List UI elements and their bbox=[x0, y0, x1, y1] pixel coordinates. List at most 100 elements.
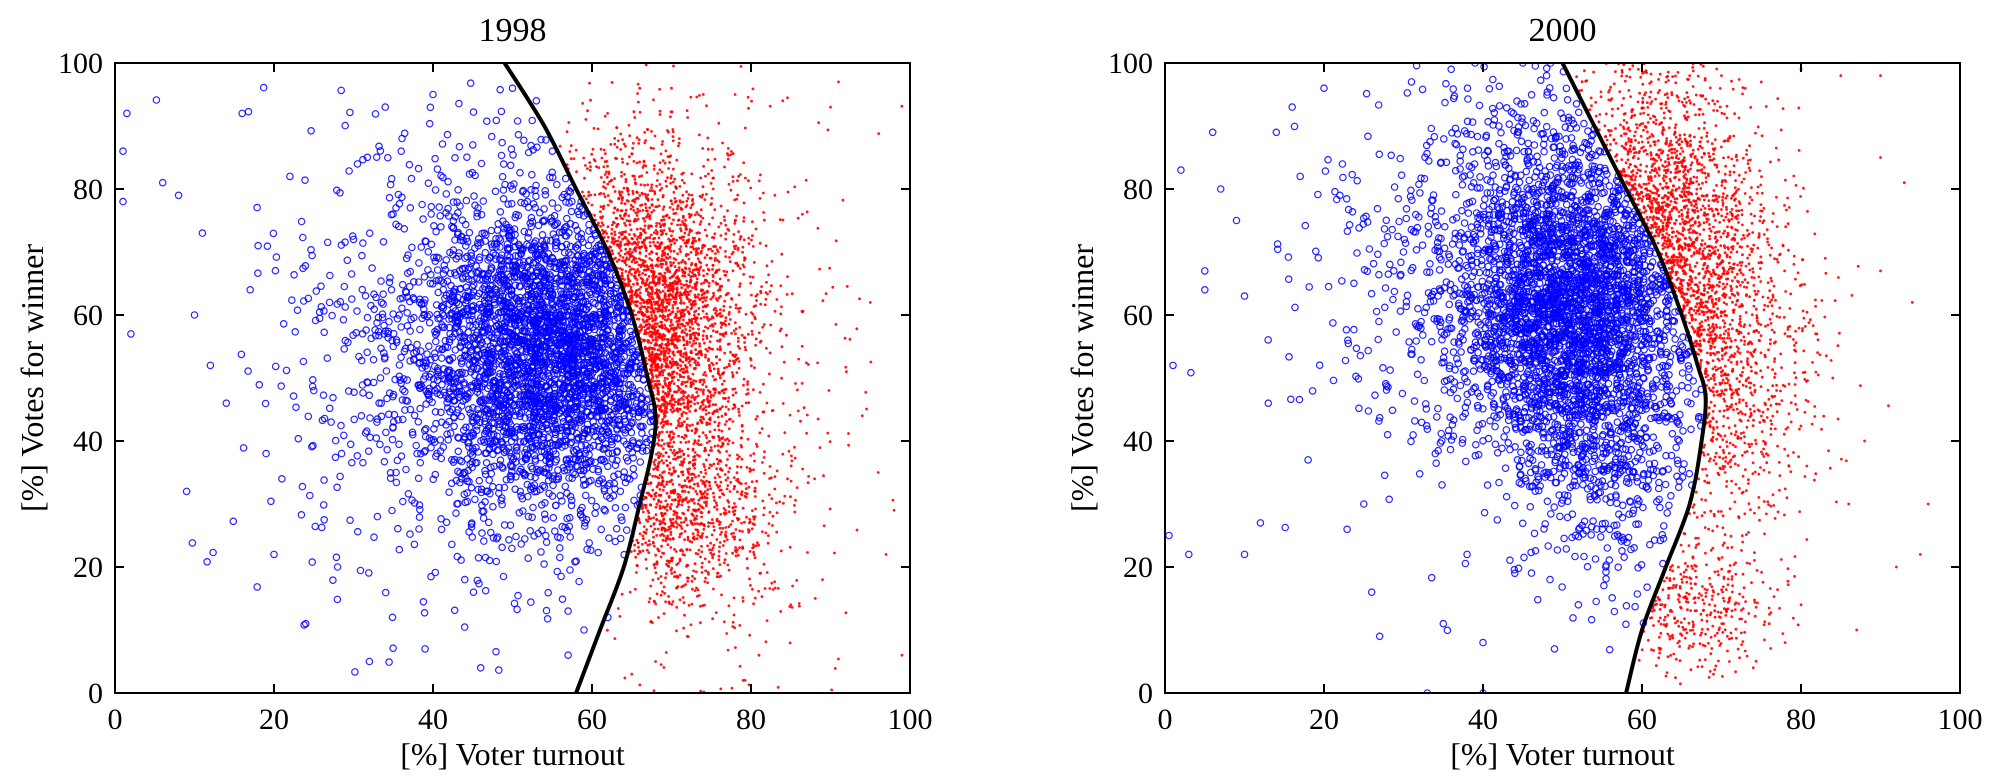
data-point bbox=[521, 424, 529, 433]
data-point bbox=[639, 227, 643, 231]
data-point bbox=[485, 422, 493, 430]
data-point bbox=[599, 225, 602, 228]
data-point bbox=[658, 87, 662, 91]
data-point bbox=[479, 514, 488, 522]
data-point bbox=[516, 168, 524, 177]
data-point bbox=[476, 663, 485, 672]
data-point bbox=[630, 251, 634, 254]
data-point bbox=[614, 239, 618, 243]
data-point bbox=[512, 532, 520, 541]
data-point bbox=[365, 391, 374, 400]
data-point bbox=[406, 343, 415, 352]
data-point bbox=[497, 151, 506, 160]
data-point bbox=[696, 361, 700, 365]
data-point bbox=[437, 302, 446, 311]
data-point bbox=[465, 228, 474, 237]
data-point bbox=[683, 347, 687, 350]
data-point bbox=[578, 288, 586, 297]
data-point bbox=[606, 289, 615, 298]
data-point bbox=[475, 476, 484, 485]
data-point bbox=[483, 405, 492, 413]
data-point bbox=[431, 407, 440, 416]
data-point bbox=[708, 256, 712, 260]
data-point bbox=[597, 271, 605, 279]
data-point bbox=[528, 217, 537, 226]
data-point bbox=[610, 240, 614, 244]
data-point bbox=[359, 155, 367, 164]
data-point bbox=[598, 412, 607, 420]
data-point bbox=[339, 431, 348, 440]
data-point bbox=[717, 434, 720, 438]
data-point bbox=[449, 223, 458, 232]
data-point bbox=[505, 338, 513, 346]
data-point bbox=[558, 497, 566, 505]
data-point bbox=[491, 187, 500, 196]
data-point bbox=[421, 645, 429, 653]
data-point bbox=[593, 159, 597, 163]
data-point bbox=[551, 241, 560, 250]
data-point bbox=[551, 428, 559, 437]
data-point bbox=[645, 567, 648, 570]
data-point bbox=[565, 382, 574, 391]
data-point bbox=[376, 147, 385, 155]
data-point bbox=[623, 221, 626, 225]
data-point bbox=[500, 483, 509, 492]
data-point bbox=[490, 334, 499, 343]
data-point bbox=[782, 360, 786, 364]
data-point bbox=[680, 449, 684, 453]
data-point bbox=[616, 208, 620, 212]
data-point bbox=[408, 243, 416, 252]
data-point bbox=[527, 222, 536, 231]
data-point bbox=[346, 108, 354, 117]
data-point bbox=[261, 399, 270, 408]
data-point bbox=[392, 336, 401, 344]
data-point bbox=[620, 384, 628, 393]
data-point bbox=[813, 477, 816, 481]
data-point bbox=[538, 422, 547, 431]
data-point bbox=[731, 269, 735, 273]
data-point bbox=[308, 375, 317, 384]
data-point bbox=[457, 232, 466, 241]
data-point bbox=[463, 497, 472, 506]
data-point bbox=[427, 240, 436, 249]
data-point bbox=[461, 391, 470, 400]
data-point bbox=[519, 136, 528, 145]
data-point bbox=[749, 281, 753, 285]
data-point bbox=[517, 313, 526, 322]
data-point bbox=[594, 548, 603, 557]
data-point bbox=[326, 271, 334, 280]
data-point bbox=[625, 263, 628, 267]
data-point bbox=[676, 252, 680, 256]
data-point bbox=[426, 103, 435, 112]
data-point bbox=[617, 513, 625, 521]
data-point bbox=[704, 355, 707, 359]
data-point bbox=[385, 317, 393, 326]
data-point bbox=[724, 274, 728, 277]
data-point bbox=[641, 434, 650, 443]
data-point bbox=[577, 292, 586, 301]
data-point bbox=[397, 379, 406, 388]
data-point bbox=[695, 363, 698, 367]
data-point bbox=[734, 244, 738, 248]
data-point bbox=[580, 522, 589, 530]
data-point bbox=[736, 357, 740, 360]
data-point bbox=[382, 428, 390, 437]
data-point bbox=[562, 455, 571, 464]
data-point bbox=[486, 489, 494, 498]
data-point bbox=[206, 361, 215, 370]
data-point bbox=[534, 221, 543, 230]
data-point bbox=[531, 457, 540, 465]
data-point bbox=[562, 222, 571, 231]
data-point bbox=[742, 383, 745, 387]
data-point bbox=[262, 449, 270, 458]
data-point bbox=[637, 263, 641, 267]
data-point bbox=[530, 451, 539, 460]
data-point bbox=[588, 337, 597, 345]
data-point bbox=[467, 249, 476, 257]
data-point bbox=[586, 167, 589, 171]
data-point bbox=[622, 526, 631, 534]
data-point bbox=[331, 453, 340, 462]
data-point bbox=[671, 208, 675, 211]
data-point bbox=[668, 255, 672, 259]
data-point bbox=[845, 370, 848, 374]
